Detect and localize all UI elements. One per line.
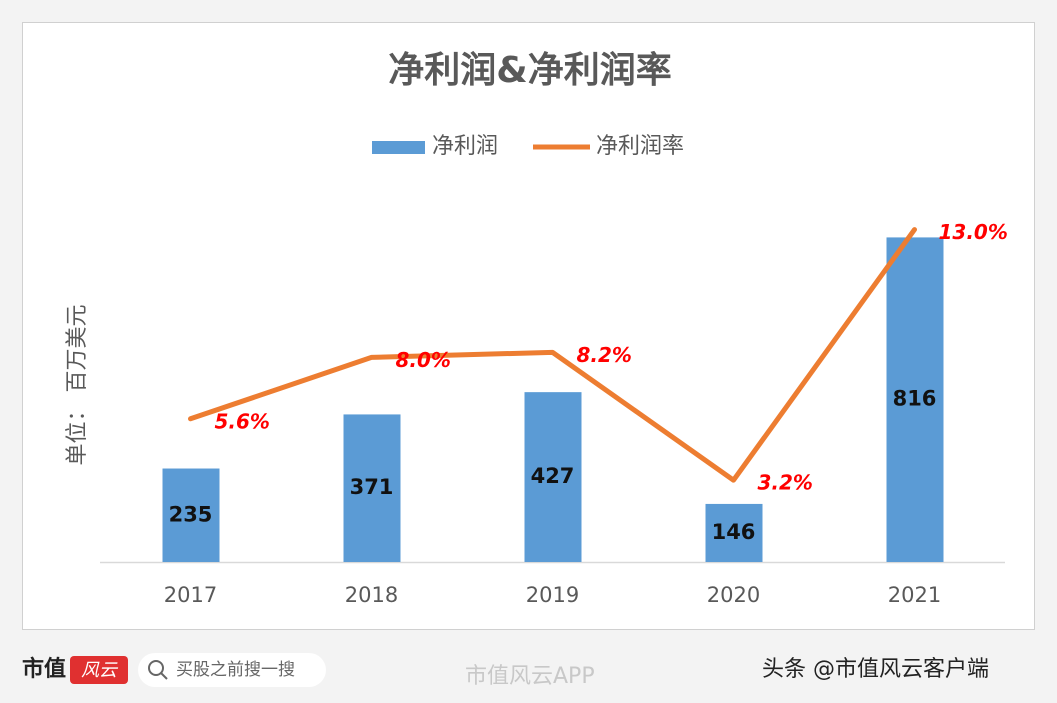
legend-label: 净利润 [432, 134, 498, 159]
bar-value-label: 371 [350, 475, 394, 499]
y-axis-label: 单位： 百万美元 [65, 305, 90, 466]
search-icon [148, 660, 164, 676]
x-tick-label: 2020 [707, 583, 760, 607]
line-value-label: 5.6% [215, 409, 270, 433]
line [188, 227, 917, 483]
search-box[interactable] [138, 653, 326, 687]
watermark: 市值风云APP [465, 664, 595, 689]
footer-logo: 市值 [22, 656, 66, 682]
x-tick-label: 2017 [164, 583, 217, 607]
legend-label: 净利润率 [596, 134, 684, 159]
logo-badge [70, 656, 128, 684]
line-value-label: 3.2% [758, 471, 813, 495]
chart-title: 净利润&净利润率 [388, 50, 671, 91]
legend-swatch [372, 141, 425, 154]
bar [705, 503, 763, 562]
bar [886, 237, 944, 562]
logo-badge-text: 风云 [81, 660, 119, 681]
x-tick-label: 2019 [526, 583, 579, 607]
x-tick-label: 2021 [888, 583, 941, 607]
bar-value-label: 146 [712, 520, 756, 544]
bar-value-label: 235 [169, 502, 213, 526]
search-icon-handle [160, 672, 168, 680]
bar [524, 392, 582, 562]
x-tick-label: 2018 [345, 583, 398, 607]
bar [343, 414, 401, 562]
line-value-label: 8.0% [396, 348, 451, 372]
bar-value-label: 816 [893, 387, 937, 411]
search-text[interactable]: 买股之前搜一搜 [176, 660, 295, 680]
line-value-label: 13.0% [939, 220, 1008, 244]
line-value-label: 8.2% [577, 343, 632, 367]
source: 头条 @市值风云客户端 [762, 657, 989, 682]
bar [162, 468, 220, 562]
bar-value-label: 427 [531, 464, 575, 488]
